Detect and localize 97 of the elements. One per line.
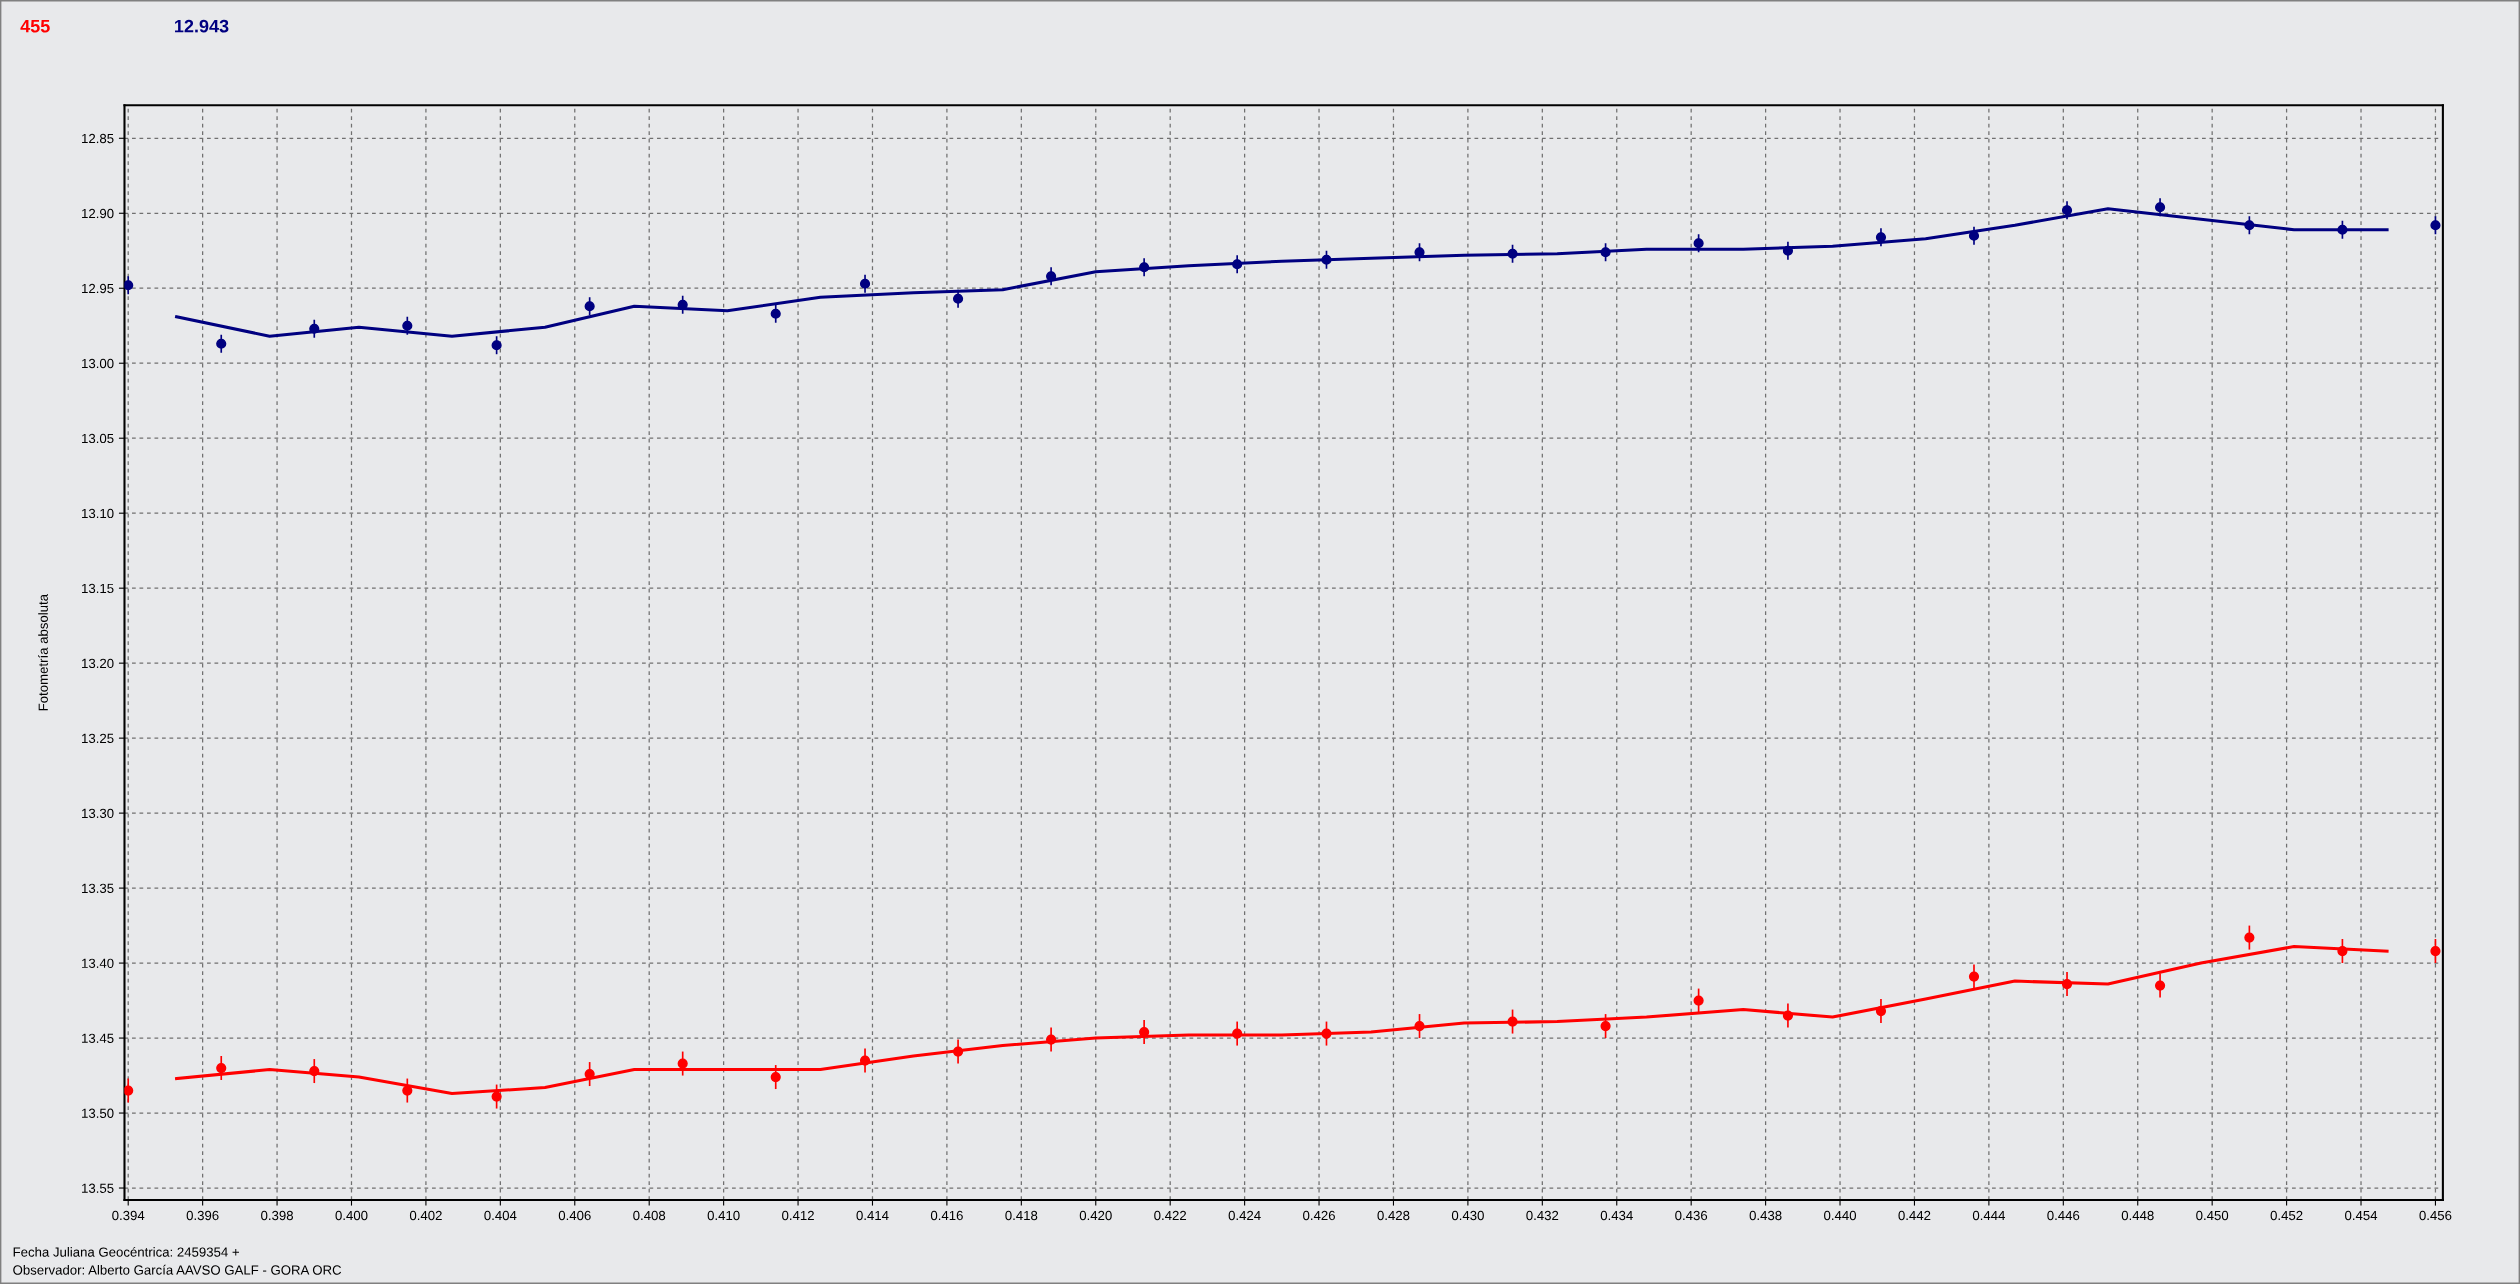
point <box>402 1085 413 1096</box>
y-tick-label: 13.50 <box>82 1108 114 1118</box>
point <box>1875 1005 1887 1017</box>
x-tick-label: 0.426 <box>1303 1210 1335 1221</box>
point <box>2154 980 2166 991</box>
point <box>584 301 595 312</box>
text: 12.943 <box>175 19 229 33</box>
point <box>1414 1020 1425 1032</box>
x-tick-label: 0.436 <box>1675 1210 1708 1221</box>
y-tick-label: 13.05 <box>82 433 114 444</box>
point <box>859 278 871 289</box>
point <box>1046 1034 1057 1045</box>
x-tick-label: 0.446 <box>2047 1210 2080 1221</box>
x-tick-label: 0.398 <box>261 1210 293 1221</box>
y-tick-label: 12.90 <box>82 208 114 219</box>
x-tick-label: 0.394 <box>112 1210 145 1221</box>
point <box>2337 224 2348 235</box>
x-tick-label: 0.396 <box>186 1210 219 1221</box>
point <box>124 1085 134 1096</box>
point <box>1782 245 1794 256</box>
point <box>2061 205 2073 216</box>
point <box>770 1071 781 1083</box>
point <box>1600 247 1611 258</box>
y-tick-label: 13.15 <box>82 583 114 594</box>
point <box>770 308 781 319</box>
point <box>1600 1020 1611 1032</box>
y-tick-label: 13.45 <box>82 1033 114 1043</box>
y-tick-label: 13.35 <box>82 883 114 894</box>
y-tick-label: 13.00 <box>82 358 114 369</box>
x-tick-label: 0.456 <box>2419 1210 2452 1221</box>
text: 455 <box>20 19 50 33</box>
point <box>1321 1028 1332 1039</box>
text: Observador: Alberto García AAVSO GALF - GORA ORC <box>13 1264 342 1275</box>
point <box>216 338 227 349</box>
x-tick-label: 0.402 <box>409 1210 442 1221</box>
point <box>952 293 964 304</box>
x-tick-label: 0.450 <box>2196 1210 2229 1221</box>
point <box>1507 248 1518 259</box>
x-tick-label: 0.404 <box>484 1210 517 1221</box>
y-tick-label: 12.95 <box>82 283 114 294</box>
point <box>2061 978 2073 990</box>
point <box>1232 1028 1243 1039</box>
y-tick-label: 13.10 <box>82 508 114 519</box>
point <box>1693 238 1704 249</box>
y-tick-label: 13.55 <box>82 1183 114 1193</box>
x-tick-label: 0.428 <box>1377 1210 1410 1221</box>
x-tick-label: 0.414 <box>856 1210 889 1221</box>
x-tick-label: 0.400 <box>335 1210 368 1221</box>
y-tick-label: 13.20 <box>82 658 114 669</box>
x-tick-label: 0.410 <box>707 1210 740 1221</box>
y-tick-label: 13.40 <box>82 958 114 968</box>
y-tick-label: 13.30 <box>82 808 114 819</box>
point <box>2337 945 2348 957</box>
point <box>1968 971 1980 982</box>
x-tick-label: 0.448 <box>2121 1210 2154 1221</box>
point <box>1139 262 1150 273</box>
point <box>2430 220 2441 231</box>
point <box>677 1058 688 1069</box>
x-tick-label: 0.408 <box>633 1210 666 1221</box>
x-tick-label: 0.442 <box>1898 1210 1931 1221</box>
point <box>309 323 320 334</box>
point <box>859 1055 871 1066</box>
text: Fecha Juliana Geocéntrica: 2459354 + <box>13 1246 239 1257</box>
point <box>491 340 502 351</box>
point <box>216 1062 227 1074</box>
x-tick-label: 0.454 <box>2345 1210 2378 1221</box>
point <box>2154 202 2166 213</box>
y-axis-title: Fotometría absoluta <box>38 593 48 711</box>
point <box>1693 995 1704 1006</box>
x-tick-label: 0.440 <box>1824 1210 1857 1221</box>
x-tick-label: 0.434 <box>1600 1210 1633 1221</box>
point <box>1321 254 1332 265</box>
x-tick-label: 0.452 <box>2270 1210 2303 1221</box>
point <box>124 280 134 291</box>
y-tick-label: 13.25 <box>82 733 114 744</box>
point <box>2244 932 2255 943</box>
x-tick-label: 0.406 <box>558 1210 591 1221</box>
x-tick-label: 0.444 <box>1972 1210 2006 1221</box>
x-tick-label: 0.424 <box>1228 1210 1261 1221</box>
point <box>2244 220 2255 231</box>
point <box>402 320 413 331</box>
x-tick-label: 0.420 <box>1079 1210 1112 1221</box>
x-tick-label: 0.418 <box>1005 1210 1038 1221</box>
x-tick-label: 0.416 <box>930 1210 963 1221</box>
x-tick-label: 0.412 <box>782 1210 814 1221</box>
x-tick-label: 0.432 <box>1526 1210 1559 1221</box>
x-tick-label: 0.430 <box>1451 1210 1484 1221</box>
y-tick-label: 12.85 <box>82 133 114 144</box>
x-tick-label: 0.422 <box>1154 1210 1187 1221</box>
point <box>1507 1016 1518 1027</box>
point <box>309 1065 320 1077</box>
point <box>491 1091 502 1102</box>
point <box>1782 1010 1794 1021</box>
point <box>1232 259 1243 270</box>
point <box>2430 945 2441 957</box>
x-tick-label: 0.438 <box>1749 1210 1782 1221</box>
point <box>952 1046 964 1057</box>
